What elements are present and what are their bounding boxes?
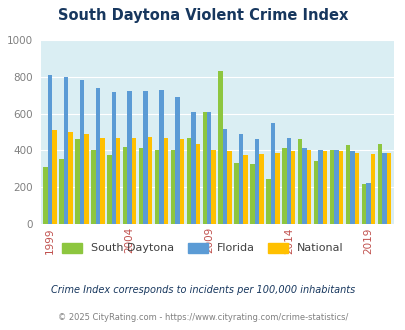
Bar <box>179 139 183 224</box>
Bar <box>297 139 302 224</box>
Bar <box>306 150 311 224</box>
Bar <box>191 112 195 224</box>
Bar <box>345 145 350 224</box>
Bar <box>211 149 215 224</box>
Bar <box>338 151 342 224</box>
Bar <box>243 155 247 224</box>
Bar <box>365 183 370 224</box>
Bar <box>250 164 254 224</box>
Bar <box>143 91 147 224</box>
Bar <box>84 134 88 224</box>
Bar <box>281 148 286 224</box>
Bar <box>290 151 295 224</box>
Bar <box>227 151 231 224</box>
Text: Crime Index corresponds to incidents per 100,000 inhabitants: Crime Index corresponds to incidents per… <box>51 285 354 295</box>
Bar <box>370 154 374 224</box>
Bar <box>202 112 207 224</box>
Bar <box>318 150 322 224</box>
Bar <box>275 153 279 224</box>
Bar <box>100 139 104 224</box>
Bar <box>127 91 132 224</box>
Bar <box>381 153 386 224</box>
Bar <box>75 139 79 224</box>
Text: South Daytona Violent Crime Index: South Daytona Violent Crime Index <box>58 8 347 23</box>
Bar <box>96 88 100 224</box>
Bar <box>48 75 52 224</box>
Bar <box>111 92 116 224</box>
Bar <box>361 184 365 224</box>
Bar <box>258 154 263 224</box>
Bar <box>329 149 333 224</box>
Bar <box>218 71 222 224</box>
Bar <box>175 97 179 224</box>
Bar <box>79 80 84 224</box>
Bar <box>43 167 48 224</box>
Bar <box>322 151 326 224</box>
Bar <box>238 134 243 224</box>
Bar <box>333 149 338 224</box>
Bar <box>313 161 318 224</box>
Bar <box>234 163 238 224</box>
Bar <box>59 159 64 224</box>
Bar <box>266 179 270 224</box>
Bar <box>132 139 136 224</box>
Bar <box>254 139 258 224</box>
Bar <box>186 139 191 224</box>
Bar <box>159 90 163 224</box>
Bar <box>354 153 358 224</box>
Bar <box>52 130 57 224</box>
Bar <box>207 112 211 224</box>
Bar <box>286 139 290 224</box>
Bar <box>116 139 120 224</box>
Bar <box>107 155 111 224</box>
Bar <box>147 137 152 224</box>
Bar <box>270 123 275 224</box>
Bar <box>222 129 227 224</box>
Bar <box>350 151 354 224</box>
Bar <box>163 139 168 224</box>
Bar <box>68 132 72 224</box>
Bar <box>64 77 68 224</box>
Bar <box>171 150 175 224</box>
Legend: South Daytona, Florida, National: South Daytona, Florida, National <box>58 238 347 258</box>
Bar <box>91 150 96 224</box>
Text: © 2025 CityRating.com - https://www.cityrating.com/crime-statistics/: © 2025 CityRating.com - https://www.city… <box>58 314 347 322</box>
Bar <box>139 148 143 224</box>
Bar <box>386 153 390 224</box>
Bar <box>123 147 127 224</box>
Bar <box>195 144 200 224</box>
Bar <box>377 144 381 224</box>
Bar <box>302 148 306 224</box>
Bar <box>154 150 159 224</box>
